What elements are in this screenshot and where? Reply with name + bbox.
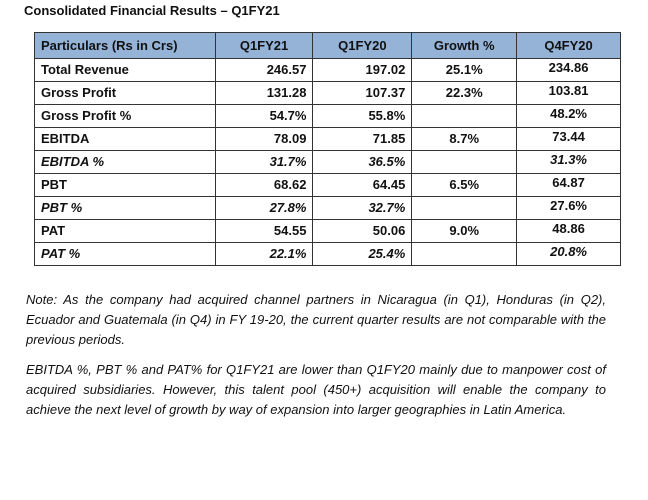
- cell-q1fy20: 71.85: [312, 127, 413, 151]
- cell-q1fy20: 64.45: [312, 173, 413, 197]
- cell-q1fy21: 54.7%: [214, 104, 314, 128]
- cell-q4fy20: 31.3%: [516, 150, 621, 174]
- row-label: PBT: [34, 173, 216, 197]
- table-row: Total Revenue 246.57 197.02 25.1% 234.86: [34, 58, 621, 82]
- cell-q4fy20: 20.8%: [516, 242, 621, 266]
- table-row: PBT % 27.8% 32.7% 27.6%: [34, 196, 621, 220]
- row-label: PAT %: [34, 242, 216, 266]
- cell-q1fy21: 68.62: [214, 173, 314, 197]
- cell-q1fy21: 78.09: [214, 127, 314, 151]
- cell-growth: [411, 104, 518, 128]
- table-header-row: Particulars (Rs in Crs) Q1FY21 Q1FY20 Gr…: [34, 32, 621, 59]
- cell-growth: 9.0%: [411, 219, 518, 243]
- cell-q1fy20: 36.5%: [312, 150, 413, 174]
- cell-q1fy20: 197.02: [312, 58, 413, 82]
- cell-growth: [411, 150, 518, 174]
- table-row: PBT 68.62 64.45 6.5% 64.87: [34, 173, 621, 197]
- financial-results-table: Particulars (Rs in Crs) Q1FY21 Q1FY20 Gr…: [34, 32, 621, 266]
- row-label: EBITDA %: [34, 150, 216, 174]
- row-label: Total Revenue: [34, 58, 216, 82]
- header-q1fy20: Q1FY20: [312, 32, 413, 59]
- table-row: PAT % 22.1% 25.4% 20.8%: [34, 242, 621, 266]
- header-q1fy21: Q1FY21: [214, 32, 314, 59]
- cell-q1fy20: 55.8%: [312, 104, 413, 128]
- header-particulars: Particulars (Rs in Crs): [34, 32, 216, 59]
- row-label: Gross Profit: [34, 81, 216, 105]
- cell-q4fy20: 27.6%: [516, 196, 621, 220]
- cell-q4fy20: 73.44: [516, 127, 621, 151]
- cell-q1fy20: 50.06: [312, 219, 413, 243]
- note-comparability: Note: As the company had acquired channe…: [26, 292, 606, 347]
- cell-q1fy20: 32.7%: [312, 196, 413, 220]
- table-body: Total Revenue 246.57 197.02 25.1% 234.86 Gros…: [34, 58, 621, 266]
- cell-q1fy21: 54.55: [214, 219, 314, 243]
- row-label: PAT: [34, 219, 216, 243]
- table-row: Gross Profit 131.28 107.37 22.3% 103.81: [34, 81, 621, 105]
- cell-q4fy20: 103.81: [516, 81, 621, 105]
- cell-growth: 6.5%: [411, 173, 518, 197]
- page-title: Consolidated Financial Results – Q1FY21: [24, 3, 280, 18]
- cell-growth: 8.7%: [411, 127, 518, 151]
- row-label: PBT %: [34, 196, 216, 220]
- row-label: EBITDA: [34, 127, 216, 151]
- cell-q4fy20: 234.86: [516, 58, 621, 82]
- cell-q4fy20: 64.87: [516, 173, 621, 197]
- cell-q1fy21: 22.1%: [214, 242, 314, 266]
- table-row: PAT 54.55 50.06 9.0% 48.86: [34, 219, 621, 243]
- table-row: Gross Profit % 54.7% 55.8% 48.2%: [34, 104, 621, 128]
- row-label: Gross Profit %: [34, 104, 216, 128]
- cell-q1fy21: 27.8%: [214, 196, 314, 220]
- note-margins: EBITDA %, PBT % and PAT% for Q1FY21 are …: [26, 362, 606, 417]
- cell-q1fy20: 107.37: [312, 81, 413, 105]
- header-growth: Growth %: [411, 32, 518, 59]
- table-row: EBITDA 78.09 71.85 8.7% 73.44: [34, 127, 621, 151]
- header-q4fy20: Q4FY20: [516, 32, 621, 59]
- cell-growth: [411, 242, 518, 266]
- table-row: EBITDA % 31.7% 36.5% 31.3%: [34, 150, 621, 174]
- cell-growth: 25.1%: [411, 58, 518, 82]
- cell-growth: 22.3%: [411, 81, 518, 105]
- cell-q4fy20: 48.86: [516, 219, 621, 243]
- cell-growth: [411, 196, 518, 220]
- cell-q1fy21: 246.57: [214, 58, 314, 82]
- cell-q1fy20: 25.4%: [312, 242, 413, 266]
- cell-q1fy21: 131.28: [214, 81, 314, 105]
- cell-q4fy20: 48.2%: [516, 104, 621, 128]
- cell-q1fy21: 31.7%: [214, 150, 314, 174]
